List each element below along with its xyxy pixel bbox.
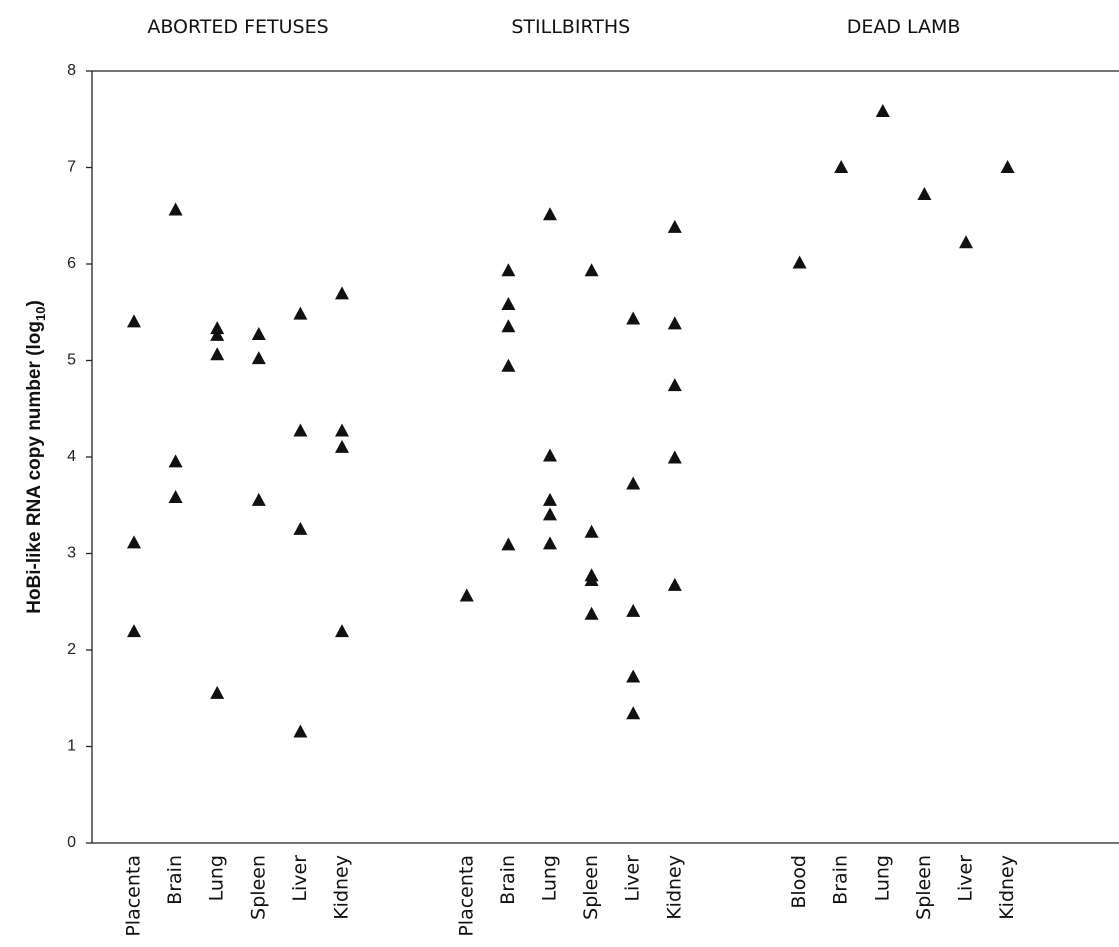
point (667, 450, 682, 464)
point (127, 624, 141, 638)
group-title: ABORTED FETUSES (147, 16, 328, 38)
x-tick-label: Brain (164, 855, 186, 905)
x-tick-label: Kidney (663, 855, 685, 920)
point (501, 537, 516, 551)
point (293, 521, 308, 535)
point (251, 492, 266, 506)
x-tick-label: Placenta (123, 855, 145, 937)
point (210, 685, 225, 699)
y-axis-label: HoBi-like RNA copy number (log10) (24, 300, 48, 614)
point (667, 577, 682, 591)
point (127, 314, 141, 328)
point (626, 669, 641, 683)
y-tick-label: 0 (67, 834, 76, 851)
point (293, 423, 308, 437)
point (667, 219, 682, 233)
x-tick-label: Liver (622, 855, 644, 902)
x-tick-label: Spleen (247, 855, 269, 920)
y-tick-label: 1 (67, 738, 76, 755)
point (584, 573, 599, 587)
point (251, 326, 266, 340)
point (459, 588, 474, 602)
point (584, 524, 599, 538)
y-tick-label: 5 (67, 352, 76, 369)
point (335, 439, 349, 453)
point (667, 378, 682, 392)
y-axis-label-main: HoBi-like RNA copy number (log (24, 321, 45, 614)
x-tick-label: Spleen (913, 855, 935, 920)
point (543, 207, 557, 221)
x-tick-label: Lung (206, 855, 228, 901)
y-tick-label: 7 (67, 159, 76, 176)
point (543, 507, 557, 521)
x-tick-label: Brain (830, 855, 852, 905)
x-tick-label: Liver (955, 855, 977, 902)
y-tick-label: 3 (67, 545, 76, 562)
x-tick-label: Kidney (996, 855, 1018, 920)
y-axis-label-sub: 10 (33, 307, 48, 321)
point (1000, 160, 1015, 173)
point (168, 202, 183, 216)
point (168, 490, 183, 504)
x-tick-label: Lung (871, 855, 893, 901)
x-tick-label: Lung (539, 855, 561, 901)
group-title: DEAD LAMB (847, 16, 961, 38)
point (168, 454, 183, 468)
x-tick-label: Liver (289, 855, 311, 902)
y-tick-label: 6 (67, 255, 76, 272)
x-tick-label: Brain (497, 855, 519, 905)
point (626, 706, 641, 720)
point (917, 187, 932, 201)
point (543, 536, 557, 550)
y-tick-label: 4 (67, 448, 76, 465)
x-tick-label: Kidney (331, 855, 353, 920)
point (875, 104, 890, 118)
point (335, 423, 349, 437)
point (501, 297, 516, 311)
x-tick-label: Placenta (455, 855, 477, 937)
point (210, 347, 225, 361)
point (792, 255, 807, 269)
point (834, 160, 849, 173)
group-title: STILLBIRTHS (511, 16, 630, 38)
y-tick-label: 8 (67, 62, 76, 79)
point (501, 263, 516, 277)
point (501, 358, 516, 372)
point (543, 448, 557, 462)
x-tick-label: Blood (788, 855, 810, 909)
x-tick-label: Spleen (580, 855, 602, 920)
point (293, 724, 308, 738)
point (251, 351, 266, 365)
point (335, 624, 349, 638)
point (584, 263, 599, 277)
point (127, 535, 141, 549)
point (667, 316, 682, 330)
point (626, 311, 641, 325)
point (335, 286, 349, 300)
point (210, 327, 225, 341)
y-tick-label: 2 (67, 641, 76, 658)
point (626, 603, 641, 617)
point (584, 606, 599, 620)
point (959, 235, 973, 249)
point (626, 476, 641, 490)
point (543, 492, 557, 506)
point (501, 319, 516, 333)
y-axis-label-end: ) (24, 300, 45, 306)
point (210, 321, 225, 335)
point (293, 306, 308, 320)
